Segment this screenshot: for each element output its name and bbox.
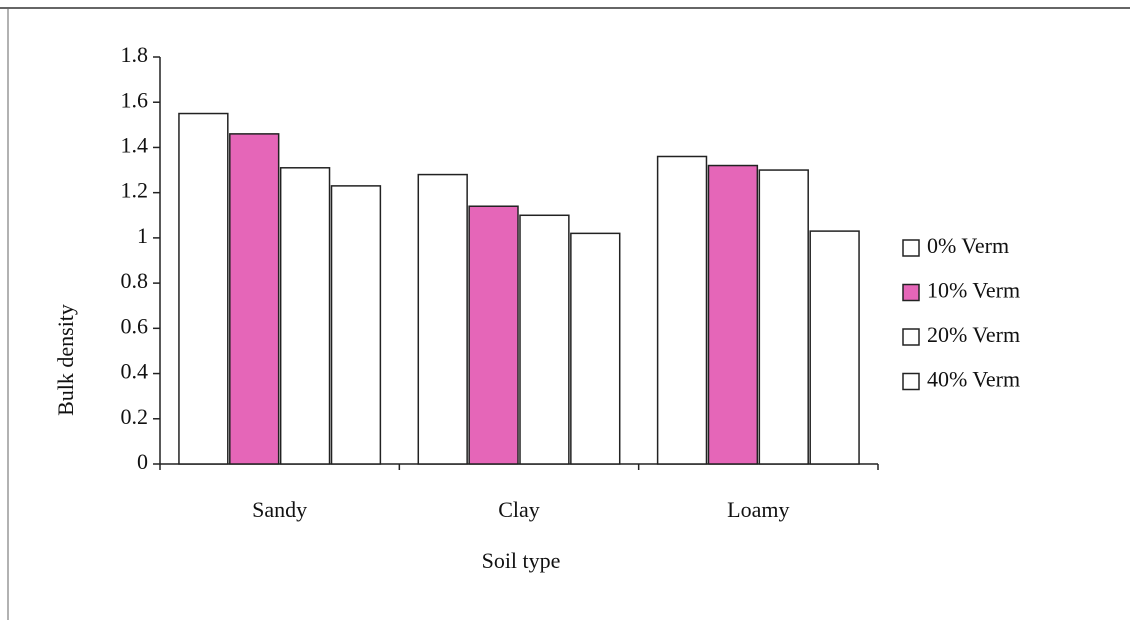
bar	[229, 133, 280, 465]
legend-swatch	[902, 283, 920, 302]
bar	[468, 205, 519, 465]
legend-label: 20% Verm	[927, 322, 1020, 347]
legend-swatch	[902, 239, 920, 257]
x-tick-label: Sandy	[252, 497, 307, 522]
bar	[330, 185, 382, 465]
bar	[279, 167, 331, 465]
legend-label: 0% Verm	[927, 233, 1009, 258]
bar	[178, 112, 229, 465]
bar	[570, 232, 621, 465]
bar	[417, 173, 468, 465]
y-tick-label: 1.6	[121, 87, 149, 112]
y-tick-label: 1.4	[121, 132, 149, 157]
y-tick-label: 1.2	[121, 178, 149, 203]
y-tick-label: 0.6	[121, 313, 149, 338]
y-tick-label: 1.8	[121, 42, 149, 67]
y-tick-label: 0	[137, 449, 148, 474]
legend-label: 10% Verm	[927, 278, 1020, 303]
x-tick-label: Clay	[498, 497, 540, 522]
y-tick-label: 0.8	[121, 268, 149, 293]
bar	[707, 164, 759, 465]
y-tick-label: 1	[137, 223, 148, 248]
legend-swatch	[902, 372, 920, 391]
x-axis-title: Soil type	[482, 548, 561, 573]
legend-swatch	[902, 328, 920, 346]
bar	[519, 214, 570, 465]
x-tick-label: Loamy	[727, 497, 789, 522]
bar	[656, 155, 708, 465]
y-tick-label: 0.4	[121, 359, 149, 384]
y-axis-title: Bulk density	[53, 304, 78, 416]
y-tick-label: 0.2	[121, 404, 149, 429]
bar	[809, 230, 860, 465]
bar	[758, 169, 809, 465]
legend-label: 40% Verm	[927, 367, 1020, 392]
